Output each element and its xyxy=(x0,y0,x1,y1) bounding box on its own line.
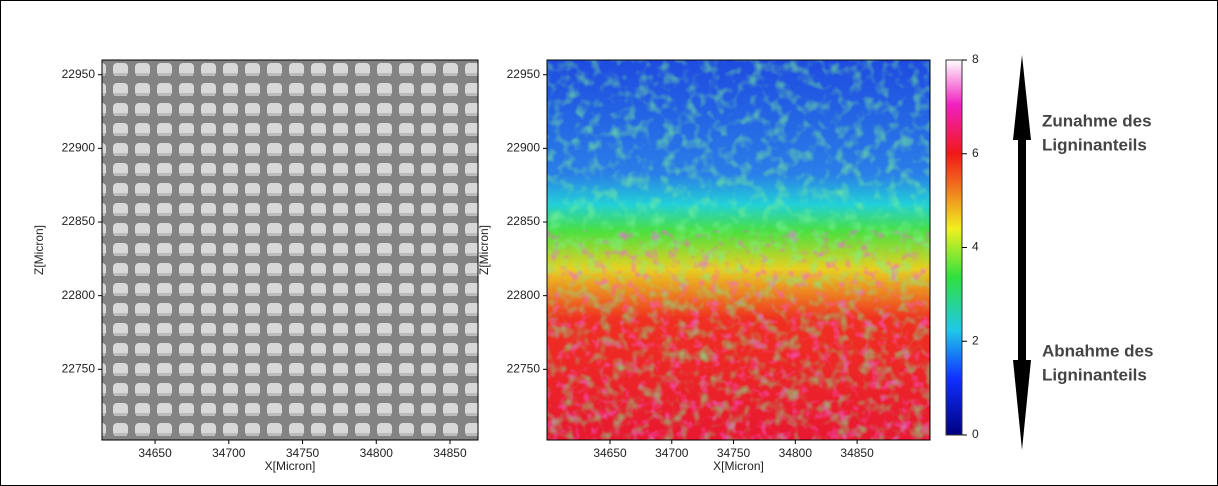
y-tick-label: 22750 xyxy=(507,361,541,375)
heatmap-noise xyxy=(547,230,930,440)
x-axis-label: X[Micron] xyxy=(713,459,764,473)
x-tick-label: 34650 xyxy=(138,446,172,460)
x-tick-label: 34850 xyxy=(840,446,874,460)
y-tick-label: 22850 xyxy=(507,214,541,228)
y-tick-label: 22900 xyxy=(62,141,96,155)
annotation: Ligninanteils xyxy=(1042,135,1147,154)
micrograph xyxy=(102,60,478,440)
y-axis-label: Z[Micron] xyxy=(477,225,491,275)
colorbar-tick-label: 8 xyxy=(972,52,979,66)
y-tick-label: 22950 xyxy=(507,67,541,81)
y-tick-label: 22800 xyxy=(62,288,96,302)
x-tick-label: 34700 xyxy=(212,446,246,460)
annotation: Abnahme des xyxy=(1042,341,1153,360)
y-tick-label: 22850 xyxy=(62,214,96,228)
colorbar-tick-label: 4 xyxy=(972,240,979,254)
colorbar xyxy=(945,59,963,436)
arrow-head-down xyxy=(1013,360,1031,450)
y-tick-label: 22900 xyxy=(507,141,541,155)
colorbar-tick-label: 6 xyxy=(972,146,979,160)
y-tick-label: 22750 xyxy=(62,361,96,375)
colorbar-tick-label: 2 xyxy=(972,333,979,347)
x-tick-label: 34700 xyxy=(655,446,689,460)
x-tick-label: 34750 xyxy=(717,446,751,460)
x-axis-label: X[Micron] xyxy=(265,459,316,473)
y-tick-label: 22800 xyxy=(507,288,541,302)
arrow-head-up xyxy=(1013,55,1031,140)
annotation: Zunahme des xyxy=(1042,111,1152,130)
micrograph-shade xyxy=(102,60,478,440)
x-tick-label: 34650 xyxy=(593,446,627,460)
annotation: Ligninanteils xyxy=(1042,365,1147,384)
x-tick-label: 34800 xyxy=(360,446,394,460)
x-tick-label: 34850 xyxy=(433,446,467,460)
x-tick-label: 34800 xyxy=(779,446,813,460)
plot-border xyxy=(101,59,479,441)
plot-border xyxy=(546,59,931,441)
colorbar-tick-label: 0 xyxy=(972,427,979,441)
y-tick-label: 22950 xyxy=(62,67,96,81)
y-axis-label: Z[Micron] xyxy=(32,225,46,275)
x-tick-label: 34750 xyxy=(286,446,320,460)
